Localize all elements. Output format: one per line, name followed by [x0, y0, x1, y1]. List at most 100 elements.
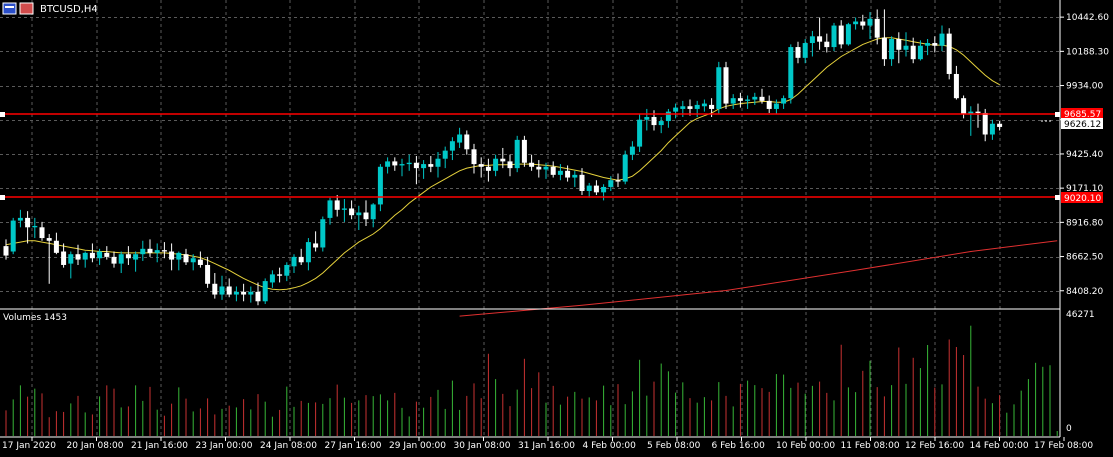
candle — [637, 114, 643, 152]
candle-body — [197, 259, 203, 265]
candle — [269, 270, 275, 288]
candle — [809, 30, 815, 57]
candle — [125, 246, 131, 265]
candle-body — [413, 162, 419, 169]
candle — [860, 14, 866, 30]
candle — [399, 158, 405, 177]
candle — [730, 94, 736, 109]
candle — [781, 95, 787, 109]
candle — [500, 147, 506, 169]
candle — [802, 39, 808, 64]
candle-body — [205, 264, 211, 284]
candle — [356, 205, 362, 230]
candle — [917, 40, 923, 61]
candle — [53, 232, 59, 255]
candle — [169, 243, 175, 271]
candle-body — [190, 258, 196, 263]
candle — [363, 200, 369, 226]
candle — [226, 278, 232, 298]
candle-body — [773, 103, 779, 109]
candle-body — [997, 123, 1003, 127]
candle-body — [817, 36, 823, 42]
candle-body — [53, 240, 59, 253]
support-left-handle[interactable] — [0, 195, 5, 200]
resistance-right-handle[interactable] — [1055, 112, 1060, 117]
time-tick-label: 20 Jan 08:00 — [67, 441, 124, 451]
candle-body — [961, 98, 967, 115]
candle — [543, 162, 549, 179]
candle — [514, 135, 520, 173]
candle — [759, 88, 765, 104]
candle-body — [543, 166, 549, 170]
price-tick-label: 10188.30 — [1066, 47, 1109, 57]
candle-body — [320, 219, 326, 248]
time-tick-label: 14 Feb 00:00 — [970, 441, 1029, 451]
time-tick-label: 21 Jan 16:00 — [131, 441, 188, 451]
candle-body — [644, 117, 650, 120]
candle — [457, 127, 463, 148]
candle-body — [889, 39, 895, 60]
candle — [89, 243, 95, 263]
volumes-title: Volumes 1453 — [3, 313, 67, 323]
candle-body — [3, 246, 9, 256]
support-right-handle[interactable] — [1055, 195, 1060, 200]
candle — [75, 244, 81, 265]
candle — [248, 286, 254, 303]
candle-body — [629, 146, 635, 155]
candle-body — [716, 67, 722, 109]
candle-body — [953, 73, 959, 99]
candle — [133, 251, 139, 272]
time-tick-label: 17 Feb 08:00 — [1034, 441, 1093, 451]
candle-body — [428, 164, 434, 167]
candle-body — [565, 170, 571, 178]
symbol-title: BTCUSD,H4 — [40, 4, 98, 15]
candle — [521, 135, 527, 167]
candle-body — [673, 107, 679, 112]
candle — [385, 157, 391, 174]
candle — [104, 246, 110, 260]
candle — [176, 251, 182, 271]
candle-body — [17, 217, 23, 221]
candle-body — [701, 103, 707, 107]
candle — [212, 273, 218, 299]
candle — [745, 95, 751, 109]
candle — [68, 251, 74, 279]
candle — [154, 243, 160, 263]
candle — [392, 157, 398, 171]
time-tick-label: 12 Feb 16:00 — [905, 441, 964, 451]
candle-body — [925, 43, 931, 46]
candle-body — [104, 252, 110, 257]
candle-body — [183, 254, 189, 263]
candle — [413, 156, 419, 185]
time-tick-label: 17 Jan 2020 — [2, 441, 56, 451]
resistance-price-tag — [1061, 108, 1103, 119]
candle — [241, 283, 247, 302]
candle — [219, 275, 225, 300]
candle-body — [82, 252, 88, 260]
time-axis[interactable]: 17 Jan 2020 20 Jan 08:00 21 Jan 16:00 23 Ja… — [2, 437, 1093, 451]
candle-body — [968, 111, 974, 115]
candle-body — [97, 251, 103, 259]
candle-body — [349, 208, 355, 216]
price-tick-label: 8408.20 — [1066, 287, 1103, 297]
candle-body — [831, 25, 837, 48]
candle-body — [219, 286, 225, 295]
candle — [529, 154, 535, 171]
time-tick-label: 31 Jan 16:00 — [518, 441, 575, 451]
candle-body — [658, 121, 664, 126]
candle — [989, 119, 995, 140]
candle — [298, 248, 304, 265]
candle-body — [507, 161, 513, 169]
candle — [284, 262, 290, 282]
candle-body — [140, 248, 146, 255]
current-price-label-block: 9626.12 — [1061, 118, 1103, 130]
price-tick-label: 8662.50 — [1066, 253, 1103, 263]
candle-body — [809, 36, 815, 44]
candle-body — [449, 141, 455, 151]
time-tick-label: 30 Jan 08:00 — [454, 441, 511, 451]
candle — [565, 165, 571, 182]
candle — [896, 32, 902, 64]
candle-body — [637, 119, 643, 147]
candle — [262, 278, 268, 304]
resistance-left-handle[interactable] — [0, 112, 5, 117]
